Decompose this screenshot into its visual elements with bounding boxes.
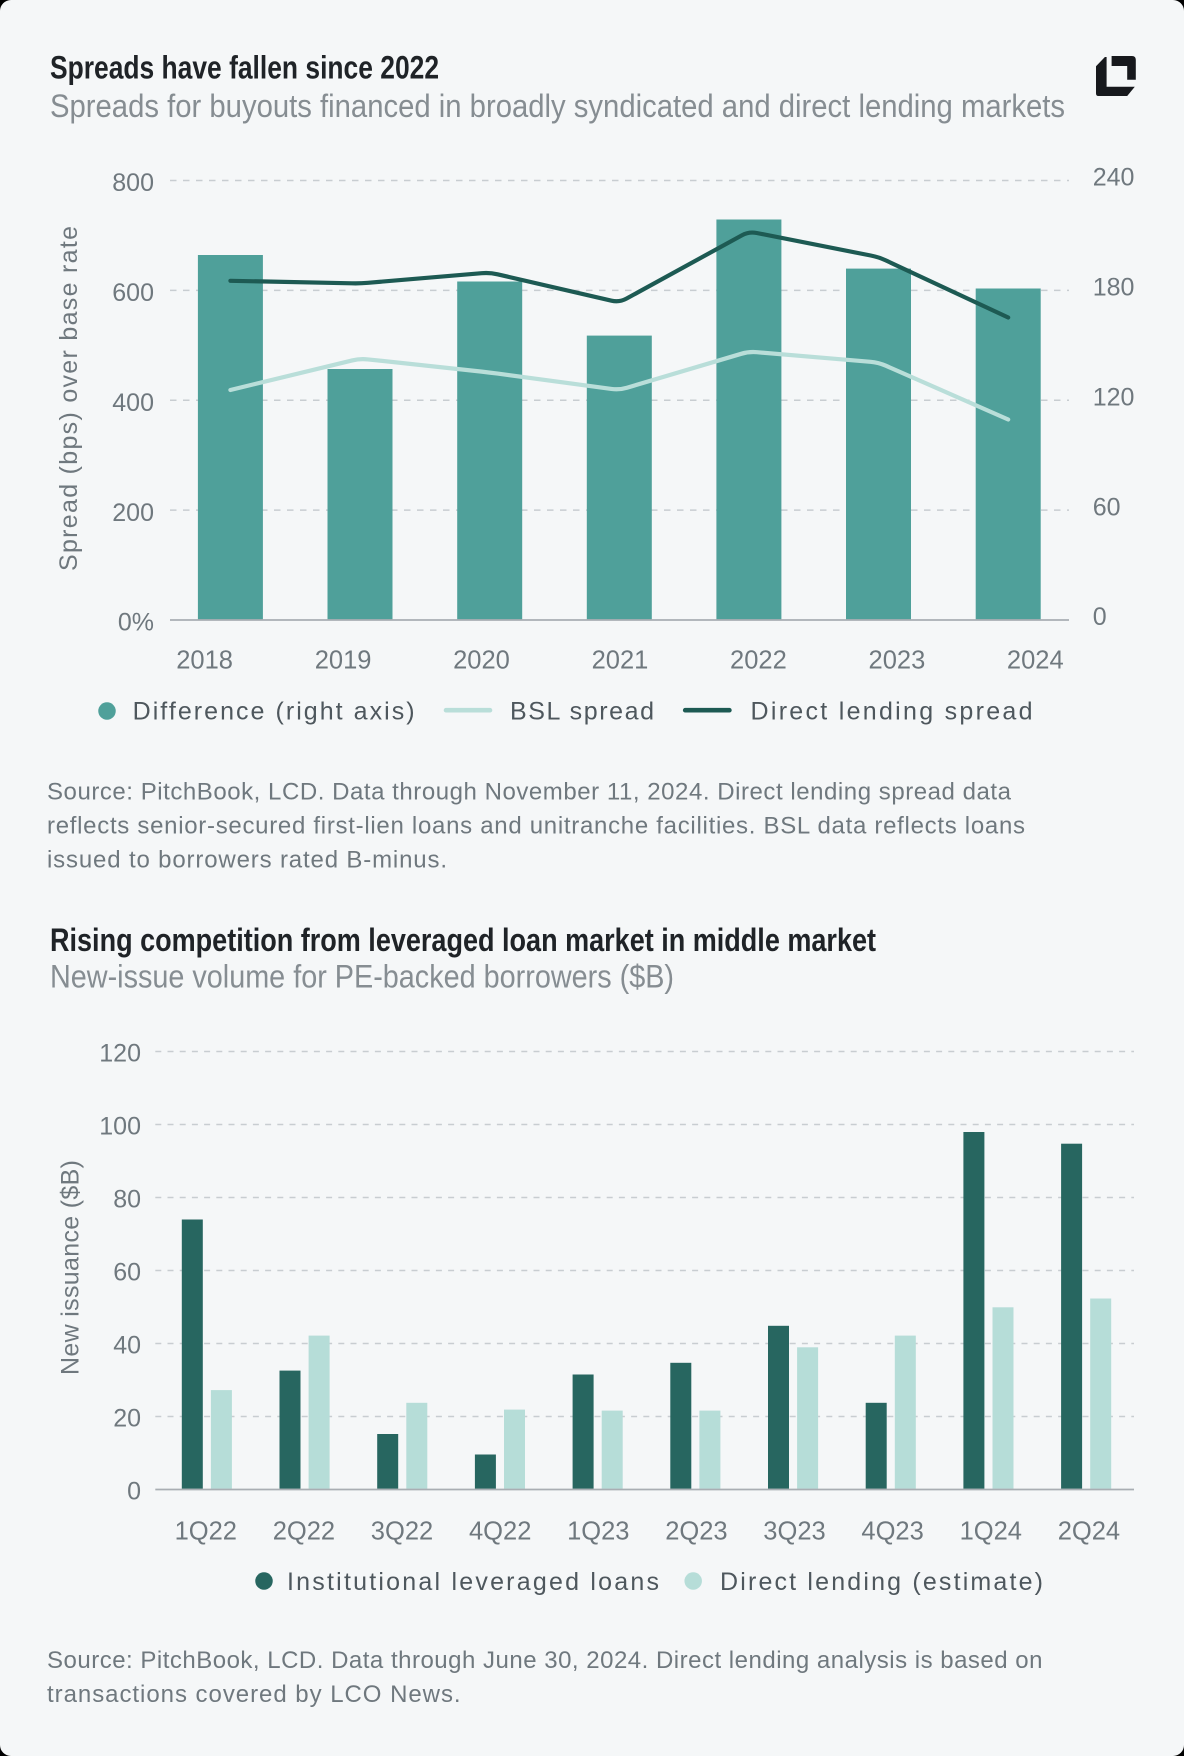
svg-text:2023: 2023: [869, 647, 926, 675]
svg-text:0%: 0%: [118, 609, 154, 637]
svg-text:3Q22: 3Q22: [371, 1517, 433, 1545]
svg-text:Direct lending (estimate): Direct lending (estimate): [720, 1568, 1043, 1596]
svg-text:800: 800: [112, 169, 154, 197]
svg-text:0: 0: [127, 1477, 141, 1505]
svg-text:240: 240: [1093, 164, 1135, 192]
svg-text:Direct lending spread: Direct lending spread: [751, 698, 1033, 726]
svg-text:100: 100: [99, 1113, 141, 1141]
svg-text:1Q22: 1Q22: [175, 1517, 237, 1545]
svg-text:400: 400: [112, 389, 154, 417]
svg-text:Source: PitchBook, LCD. Data t: Source: PitchBook, LCD. Data through Jun…: [47, 1647, 1043, 1674]
svg-text:1Q24: 1Q24: [960, 1517, 1022, 1545]
svg-text:0: 0: [1093, 603, 1107, 631]
svg-text:120: 120: [99, 1040, 141, 1068]
svg-text:180: 180: [1093, 274, 1135, 302]
svg-text:2021: 2021: [592, 647, 649, 675]
svg-text:200: 200: [112, 499, 154, 527]
svg-text:2024: 2024: [1007, 647, 1064, 675]
svg-text:Spreads have fallen since 2022: Spreads have fallen since 2022: [50, 50, 439, 86]
svg-text:New issuance ($B): New issuance ($B): [57, 1160, 85, 1375]
svg-text:transactions covered by LCO Ne: transactions covered by LCO News.: [47, 1681, 461, 1708]
svg-text:1Q23: 1Q23: [567, 1517, 629, 1545]
svg-text:Source: PitchBook, LCD. Data t: Source: PitchBook, LCD. Data through Nov…: [47, 779, 1012, 806]
svg-text:Rising competition from levera: Rising competition from leveraged loan m…: [50, 922, 876, 958]
svg-text:600: 600: [112, 279, 154, 307]
svg-text:2022: 2022: [730, 647, 787, 675]
svg-text:20: 20: [113, 1404, 141, 1432]
svg-text:Spread (bps) over base rate: Spread (bps) over base rate: [55, 226, 83, 571]
svg-text:BSL spread: BSL spread: [510, 698, 654, 726]
svg-text:4Q23: 4Q23: [861, 1517, 923, 1545]
svg-text:2019: 2019: [315, 647, 372, 675]
svg-text:issued to borrowers rated B-mi: issued to borrowers rated B-minus.: [47, 847, 447, 874]
svg-text:4Q22: 4Q22: [469, 1517, 531, 1545]
svg-text:40: 40: [113, 1331, 141, 1359]
svg-text:2Q23: 2Q23: [665, 1517, 727, 1545]
svg-text:2018: 2018: [176, 647, 233, 675]
svg-text:2020: 2020: [453, 647, 510, 675]
svg-text:2Q24: 2Q24: [1058, 1517, 1120, 1545]
svg-text:120: 120: [1093, 384, 1135, 412]
svg-text:Spreads for buyouts financed i: Spreads for buyouts financed in broadly …: [50, 88, 1065, 124]
svg-text:60: 60: [1093, 493, 1121, 521]
svg-text:reflects senior-secured first-: reflects senior-secured first-lien loans…: [47, 813, 1025, 840]
svg-text:3Q23: 3Q23: [763, 1517, 825, 1545]
svg-text:New-issue volume for PE-backed: New-issue volume for PE-backed borrowers…: [50, 958, 674, 994]
svg-text:Institutional leveraged loans: Institutional leveraged loans: [287, 1568, 659, 1596]
svg-text:Difference (right axis): Difference (right axis): [133, 698, 415, 726]
svg-text:60: 60: [113, 1258, 141, 1286]
svg-text:2Q22: 2Q22: [273, 1517, 335, 1545]
svg-text:80: 80: [113, 1186, 141, 1214]
